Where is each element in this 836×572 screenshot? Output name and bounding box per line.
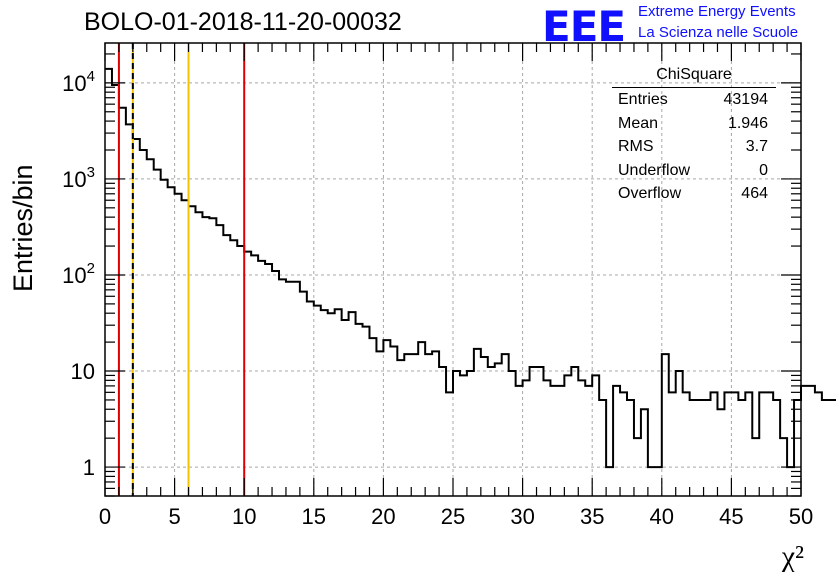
- x-tick-label: 50: [789, 504, 813, 529]
- stats-label: Entries: [618, 91, 668, 108]
- stats-label: Overflow: [618, 185, 682, 202]
- stats-rows: Entries 43194 Mean 1.946 RMS 3.7 Underflow 0 Ove…: [612, 88, 776, 206]
- x-tick-label: 40: [650, 504, 674, 529]
- stats-label: RMS: [618, 138, 654, 155]
- stats-value: 464: [741, 185, 768, 202]
- y-tick-label: 103: [62, 164, 95, 192]
- y-tick-exponent: 4: [87, 68, 95, 85]
- x-tick-label: 30: [510, 504, 534, 529]
- stats-row-rms: RMS 3.7: [612, 135, 776, 159]
- stats-value: 43194: [723, 91, 769, 108]
- stats-value: 1.946: [727, 114, 768, 132]
- stats-value: 0: [759, 161, 768, 179]
- plot-title: BOLO-01-2018-11-20-00032: [84, 8, 402, 36]
- y-tick-label: 102: [62, 260, 95, 288]
- stats-row-overflow: Overflow 464: [612, 182, 776, 206]
- stats-row-mean: Mean 1.946: [612, 112, 776, 136]
- stats-row-underflow: Underflow 0: [612, 159, 776, 183]
- x-tick-label: 20: [371, 504, 395, 529]
- y-tick-label: 10: [71, 359, 95, 384]
- x-tick-label: 0: [99, 504, 111, 529]
- eee-logo: EEE: [542, 2, 626, 51]
- x-tick-label: 45: [719, 504, 743, 529]
- y-tick-base: 10: [62, 167, 86, 192]
- y-axis-title-wrapper: Entries/bin: [6, 164, 46, 292]
- stats-box: ChiSquare Entries 43194 Mean 1.946 RMS 3.7 Und…: [612, 66, 776, 206]
- x-tick-label: 25: [441, 504, 465, 529]
- stats-label: Underflow: [618, 161, 691, 179]
- x-tick-label: 15: [302, 504, 326, 529]
- logo-line-1: Extreme Energy Events: [638, 3, 796, 20]
- y-tick-base: 10: [62, 71, 86, 96]
- logo-line-2: La Scienza nelle Scuole: [638, 24, 799, 41]
- x-tick-label: 5: [168, 504, 180, 529]
- y-tick-base: 10: [62, 263, 86, 288]
- stats-value: 3.7: [745, 138, 768, 155]
- y-tick-label: 104: [62, 68, 95, 96]
- stats-row-entries: Entries 43194: [612, 88, 776, 112]
- x-tick-label: 35: [580, 504, 604, 529]
- y-tick-exponent: 3: [87, 164, 95, 181]
- stats-label: Mean: [618, 114, 659, 132]
- x-axis-title: χ²: [781, 540, 804, 572]
- y-tick-label: 1: [83, 455, 95, 480]
- stats-title: ChiSquare: [612, 66, 776, 88]
- y-axis-title: Entries/bin: [8, 164, 38, 292]
- y-tick-exponent: 2: [87, 260, 95, 277]
- x-tick-label: 10: [232, 504, 256, 529]
